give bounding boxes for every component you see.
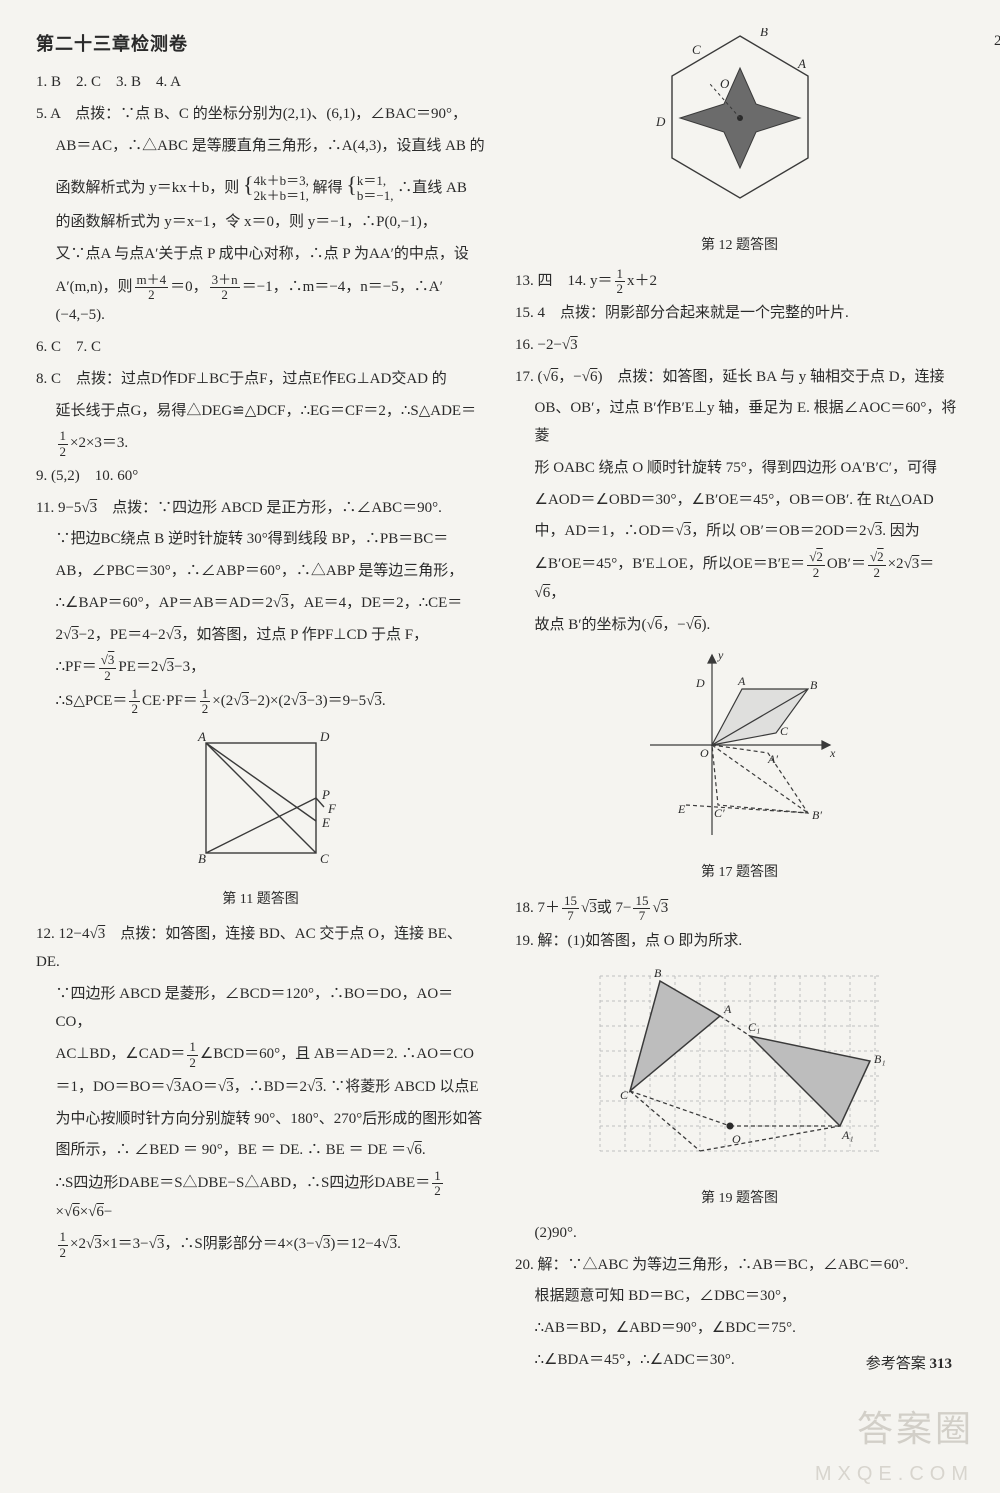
q17-line3: 形 OABC 绕点 O 顺时针旋转 75°，得到四边形 OA′B′C′，可得 xyxy=(515,455,964,483)
q17-line1: 17. (√6，−√6) 点拨：如答图，延长 BA 与 y 轴相交于点 D，连接 xyxy=(515,364,964,392)
svg-text:C: C xyxy=(320,851,329,866)
q9-10: 9. (5,2) 10. 60° xyxy=(36,463,485,491)
q11-line2: ∵把边BC绕点 B 逆时针旋转 30°得到线段 BP，∴PB＝BC＝ xyxy=(36,526,485,554)
q11-line6: ∴PF＝√32PE＝2√3−3， xyxy=(36,653,485,683)
q5-line1: 5. A 点拨：∵点 B、C 的坐标分别为(2,1)、(6,1)，∠BAC＝90… xyxy=(36,101,485,129)
q17-line6: ∠B′OE＝45°，B′E⊥OE，所以OE＝B′E＝√22OB′＝√22×2√3… xyxy=(515,550,964,607)
q11-line5: 2√3−2，PE＝4−2√3，如答图，过点 P 作PF⊥CD 于点 F， xyxy=(36,622,485,650)
q19-line1: 19. 解：(1)如答图，点 O 即为所求. xyxy=(515,928,964,956)
svg-text:O: O xyxy=(732,1132,741,1146)
q16: 16. −2−√3 xyxy=(515,332,964,360)
svg-text:A: A xyxy=(197,729,206,744)
q12-line1: 12. 12−4√3 点拨：如答图，连接 BD、AC 交于点 O，连接 BE、D… xyxy=(36,921,485,977)
q8-line3: 12×2×3＝3. xyxy=(36,429,485,459)
figure-12: A B C D O xyxy=(515,28,964,229)
figure-17: Ox y A B C D A′ B′ C′ E xyxy=(515,645,964,856)
svg-text:A: A xyxy=(737,674,746,688)
svg-text:A: A xyxy=(797,56,806,71)
q17-line4: ∠AOD＝∠OBD＝30°，∠B′OE＝45°，OB＝OB′. 在 Rt△OAD xyxy=(515,487,964,515)
svg-text:C: C xyxy=(780,724,789,738)
svg-text:y: y xyxy=(717,648,724,662)
q19-line2: (2)90°. xyxy=(515,1220,964,1248)
q11-line1: 11. 9−5√3 点拨：∵四边形 ABCD 是正方形，∴∠ABC＝90°. xyxy=(36,495,485,523)
svg-text:E: E xyxy=(677,802,686,816)
q20-line3: ∴AB＝BD，∠ABD＝90°，∠BDC＝75°. xyxy=(515,1315,964,1343)
svg-text:B: B xyxy=(654,966,662,980)
q17-line2: OB、OB′，过点 B′作B′E⊥y 轴，垂足为 E. 根据∠AOC＝60°，将… xyxy=(515,395,964,451)
q8-line1: 8. C 点拨：过点D作DF⊥BC于点F，过点E作EG⊥AD交AD 的 xyxy=(36,366,485,394)
q12-line6: 图所示，∴ ∠BED ＝ 90°，BE ＝ DE. ∴ BE ＝ DE ＝√6. xyxy=(36,1137,485,1165)
q20-line1: 20. 解：∵△ABC 为等边三角形，∴AB＝BC，∠ABC＝60°. xyxy=(515,1252,964,1280)
svg-text:B: B xyxy=(198,851,206,866)
q12-line8: 12×2√3×1＝3−√3，∴S阴影部分＝4×(3−√3)＝12−4√3. xyxy=(36,1230,485,1260)
q15: 15. 4 点拨：阴影部分合起来就是一个完整的叶片. xyxy=(515,300,964,328)
q11-line3: AB，∠PBC＝30°，∴∠ABP＝60°，∴△ABP 是等边三角形， xyxy=(36,558,485,586)
q5-line2: AB＝AC，∴△ABC 是等腰直角三角形，∴A(4,3)，设直线 AB 的 xyxy=(36,133,485,161)
svg-text:F: F xyxy=(327,801,337,816)
q12-line5: 为中心按顺时针方向分别旋转 90°、180°、270°后形成的图形如答 xyxy=(36,1106,485,1134)
figure-11-caption: 第 11 题答图 xyxy=(36,887,485,913)
chapter-title: 第二十三章检测卷 xyxy=(36,28,485,61)
q12-line4: ＝1，DO＝BO＝√3AO＝√3，∴BD＝2√3. ∵将菱形 ABCD 以点E xyxy=(36,1074,485,1102)
q18: 18. 7＋157√3或 7−157√3 xyxy=(515,894,964,924)
watermark-logo: 答案圈 xyxy=(857,1396,974,1463)
q8-line2: 延长线于点G，易得△DEG≌△DCF，∴EG＝CF＝2，∴S△ADE＝ xyxy=(36,398,485,426)
svg-text:C: C xyxy=(620,1088,629,1102)
figure-17-caption: 第 17 题答图 xyxy=(515,860,964,886)
page-number: 313 xyxy=(930,1356,953,1372)
svg-text:E: E xyxy=(321,815,330,830)
q13-14: 13. 四 14. y＝12x＋2 xyxy=(515,267,964,297)
svg-text:B: B xyxy=(760,28,768,39)
figure-19-caption: 第 19 题答图 xyxy=(515,1186,964,1212)
figure-19: B A C C₁ B₁ A₁ O xyxy=(515,961,964,1182)
q5-line3: 函数解析式为 y＝kx＋b，则 {4k＋b＝3,2k＋b＝1, 解得 {k＝1,… xyxy=(36,165,485,206)
svg-text:C′: C′ xyxy=(714,806,725,820)
svg-text:P: P xyxy=(321,787,330,802)
svg-text:A′: A′ xyxy=(767,752,778,766)
q5-line6: A′(m,n)，则m＋42＝0，3＋n2＝−1，∴m＝−4，n＝−5，∴A′(−… xyxy=(36,273,485,330)
svg-text:D: D xyxy=(655,114,666,129)
q20-line2: 根据题意可知 BD＝BC，∠DBC＝30°， xyxy=(515,1283,964,1311)
q1-4: 1. B 2. C 3. B 4. A xyxy=(36,69,485,97)
figure-12-caption: 第 12 题答图 xyxy=(515,233,964,259)
q21-line1: 21. (1)证明：∵线段 CD 绕点C 按逆时针方向旋转 90°得到线段 CE… xyxy=(994,28,1000,56)
svg-text:B′: B′ xyxy=(812,808,822,822)
svg-text:B: B xyxy=(810,678,818,692)
q17-line5: 中，AD＝1，∴OD＝√3，所以 OB′＝OB＝2OD＝2√3. 因为 xyxy=(515,518,964,546)
svg-text:B₁: B₁ xyxy=(874,1052,886,1066)
page-footer: 参考答案 313 xyxy=(866,1351,952,1379)
svg-text:O: O xyxy=(720,76,730,91)
q17-line7: 故点 B′的坐标为(√6，−√6). xyxy=(515,612,964,640)
q6-7: 6. C 7. C xyxy=(36,334,485,362)
svg-text:O: O xyxy=(700,746,709,760)
q5-line4: 的函数解析式为 y＝x−1，令 x＝0，则 y＝−1，∴P(0,−1)， xyxy=(36,209,485,237)
q21-line2: ∴∠DCE＝90°，CD＝CE. xyxy=(994,60,1000,88)
svg-text:x: x xyxy=(829,746,836,760)
svg-text:C: C xyxy=(692,42,701,57)
q11-line7: ∴S△PCE＝12CE·PF＝12×(2√3−2)×(2√3−3)＝9−5√3. xyxy=(36,687,485,717)
q12-line3: AC⊥BD，∠CAD＝12∠BCD＝60°，且 AB＝AD＝2. ∴AO＝CO xyxy=(36,1040,485,1070)
q12-line2: ∵四边形 ABCD 是菱形，∠BCD＝120°，∴BO＝DO，AO＝CO， xyxy=(36,981,485,1037)
q12-line7: ∴S四边形DABE＝S△DBE−S△ABD，∴S四边形DABE＝12×√6×√6… xyxy=(36,1169,485,1226)
svg-text:A₁: A₁ xyxy=(841,1128,854,1142)
svg-text:A: A xyxy=(723,1002,732,1016)
q11-line4: ∴∠BAP＝60°，AP＝AB＝AD＝2√3，AE＝4，DE＝2，∴CE＝ xyxy=(36,590,485,618)
svg-text:C₁: C₁ xyxy=(748,1020,760,1034)
footer-label: 参考答案 xyxy=(866,1356,926,1372)
svg-text:D: D xyxy=(319,729,330,744)
svg-text:D: D xyxy=(695,676,705,690)
figure-11: A D B C PFE xyxy=(36,723,485,884)
watermark-url: MXQE.COM xyxy=(815,1456,974,1493)
q5-line5: 又∵点A 与点A′关于点 P 成中心对称，∴点 P 为AA′的中点，设 xyxy=(36,241,485,269)
